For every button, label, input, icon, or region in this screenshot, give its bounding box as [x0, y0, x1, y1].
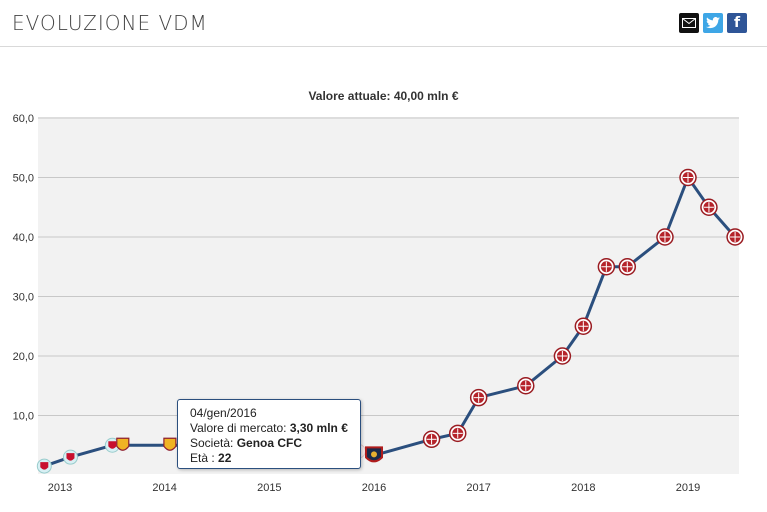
tooltip-age: 22	[218, 451, 232, 465]
data-point-milan[interactable]	[656, 228, 674, 246]
data-point-milan[interactable]	[574, 317, 593, 335]
y-tick-label: 10,0	[13, 411, 34, 423]
data-point-genoa-cfc[interactable]	[365, 446, 383, 463]
data-point-milan[interactable]	[726, 228, 744, 246]
tooltip-value-row: Valore di mercato: 3,30 mln €	[190, 421, 360, 436]
data-point-liverpool[interactable]	[104, 437, 120, 453]
data-point-milan[interactable]	[700, 198, 718, 216]
data-point-milan[interactable]	[422, 430, 441, 449]
x-tick-label: 2014	[152, 482, 176, 494]
plot-area	[38, 117, 739, 474]
y-tick-label: 50,0	[13, 173, 34, 185]
tooltip-club-label: Società:	[190, 436, 234, 450]
x-tick-label: 2016	[362, 482, 386, 494]
x-tick-label: 2013	[48, 482, 72, 494]
header: EVOLUZIONE VDM f	[0, 0, 767, 47]
y-tick-label: 20,0	[13, 351, 34, 363]
data-point-milan[interactable]	[679, 168, 697, 187]
share-mail-button[interactable]	[679, 13, 699, 33]
data-point-milan[interactable]	[517, 377, 535, 395]
x-tick-label: 2015	[257, 482, 281, 494]
tooltip-value: 3,30 mln €	[289, 421, 348, 435]
y-tick-label: 60,0	[13, 113, 34, 125]
tooltip-age-row: Età : 22	[190, 451, 360, 466]
share-twitter-button[interactable]	[703, 13, 723, 33]
tooltip-club: Genoa CFC	[236, 436, 303, 450]
data-point-milan[interactable]	[618, 258, 637, 276]
data-point-milan[interactable]	[469, 388, 488, 407]
page-title: EVOLUZIONE VDM	[12, 11, 208, 35]
tooltip: 04/gen/2016 Valore di mercato: 3,30 mln …	[177, 399, 361, 469]
y-tick-label: 30,0	[13, 292, 34, 304]
facebook-icon: f	[733, 15, 741, 31]
tooltip-club-row: Società: Genoa CFC	[190, 436, 360, 451]
data-point-roma[interactable]	[163, 437, 177, 451]
data-point-milan[interactable]	[597, 258, 616, 276]
x-tick-label: 2017	[466, 482, 490, 494]
data-point-liverpool[interactable]	[36, 458, 52, 474]
share-facebook-button[interactable]: f	[727, 13, 747, 33]
data-point-roma[interactable]	[116, 437, 130, 451]
tooltip-age-label: Età :	[190, 451, 215, 465]
x-tick-label: 2018	[571, 482, 595, 494]
chart-title: Valore attuale: 40,00 mln €	[308, 89, 459, 103]
tooltip-value-label: Valore di mercato:	[190, 421, 287, 435]
tooltip-date: 04/gen/2016	[190, 406, 257, 420]
y-tick-label: 40,0	[13, 232, 34, 244]
data-point-milan[interactable]	[448, 424, 467, 443]
data-point-milan[interactable]	[553, 347, 572, 365]
x-tick-label: 2019	[676, 482, 700, 494]
mail-icon	[682, 18, 696, 28]
data-point-liverpool[interactable]	[62, 449, 78, 465]
twitter-icon	[706, 17, 720, 29]
